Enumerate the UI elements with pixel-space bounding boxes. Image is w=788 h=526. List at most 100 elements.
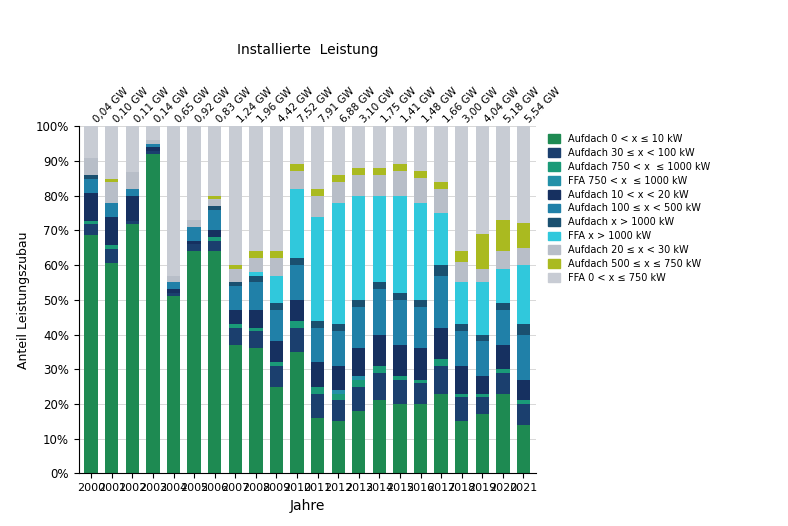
Bar (311, 387, 325, 393)
Bar (332, 366, 345, 390)
Bar (496, 369, 510, 373)
Bar (455, 397, 468, 421)
Bar (84, 235, 98, 473)
Bar (84, 179, 98, 193)
Bar (414, 300, 427, 307)
Bar (229, 328, 242, 345)
Bar (147, 144, 160, 147)
Bar (332, 393, 345, 400)
Bar (476, 269, 489, 282)
Bar (496, 220, 510, 251)
Bar (373, 289, 386, 335)
Bar (476, 282, 489, 335)
Bar (496, 393, 510, 473)
Bar (269, 304, 283, 310)
Bar (434, 265, 448, 276)
X-axis label: Jahre: Jahre (290, 499, 325, 513)
Bar (393, 126, 407, 165)
Bar (125, 196, 139, 221)
Bar (455, 251, 468, 261)
Bar (414, 348, 427, 380)
Bar (414, 178, 427, 203)
Bar (455, 261, 468, 282)
Bar (455, 126, 468, 251)
Bar (105, 179, 118, 183)
Bar (147, 140, 160, 144)
Bar (208, 209, 221, 230)
Bar (517, 425, 530, 473)
Bar (105, 217, 118, 246)
Bar (208, 206, 221, 209)
Bar (373, 373, 386, 400)
Bar (434, 393, 448, 473)
Y-axis label: Anteil Leistungszubau: Anteil Leistungszubau (17, 231, 30, 369)
Bar (393, 376, 407, 380)
Title: Installierte  Leistung: Installierte Leistung (236, 43, 378, 57)
Bar (455, 366, 468, 393)
Bar (517, 335, 530, 380)
Bar (434, 126, 448, 182)
Bar (455, 324, 468, 331)
Bar (167, 126, 180, 276)
Bar (311, 217, 325, 321)
Bar (249, 331, 262, 348)
Bar (517, 265, 530, 324)
Bar (229, 286, 242, 310)
Bar (84, 175, 98, 179)
Bar (434, 366, 448, 393)
Bar (229, 265, 242, 269)
Bar (125, 225, 139, 473)
Bar (373, 366, 386, 373)
Bar (434, 182, 448, 189)
Bar (496, 251, 510, 269)
Bar (455, 421, 468, 473)
Bar (188, 227, 201, 241)
Bar (290, 126, 303, 165)
Bar (208, 230, 221, 237)
Bar (229, 282, 242, 286)
Bar (352, 376, 366, 380)
Bar (476, 393, 489, 397)
Bar (476, 234, 489, 269)
Bar (352, 196, 366, 300)
Bar (249, 258, 262, 272)
Bar (434, 213, 448, 265)
Bar (208, 251, 221, 473)
Bar (208, 126, 221, 196)
Bar (352, 175, 366, 196)
Bar (434, 328, 448, 359)
Bar (332, 203, 345, 324)
Bar (393, 196, 407, 293)
Bar (269, 387, 283, 473)
Bar (167, 276, 180, 282)
Bar (311, 126, 325, 189)
Bar (290, 328, 303, 352)
Bar (167, 293, 180, 296)
Bar (249, 310, 262, 328)
Bar (373, 282, 386, 289)
Bar (84, 126, 98, 158)
Bar (147, 126, 160, 140)
Bar (167, 296, 180, 473)
Bar (290, 352, 303, 473)
Bar (517, 404, 530, 425)
Bar (311, 362, 325, 387)
Bar (188, 241, 201, 244)
Bar (476, 341, 489, 376)
Bar (496, 373, 510, 393)
Bar (332, 182, 345, 203)
Bar (125, 189, 139, 196)
Bar (476, 376, 489, 393)
Bar (373, 126, 386, 168)
Bar (352, 380, 366, 387)
Bar (125, 126, 139, 172)
Bar (414, 307, 427, 348)
Bar (476, 414, 489, 473)
Bar (167, 282, 180, 289)
Bar (352, 387, 366, 411)
Bar (517, 248, 530, 265)
Bar (249, 272, 262, 276)
Bar (332, 400, 345, 421)
Bar (393, 345, 407, 376)
Bar (311, 393, 325, 418)
